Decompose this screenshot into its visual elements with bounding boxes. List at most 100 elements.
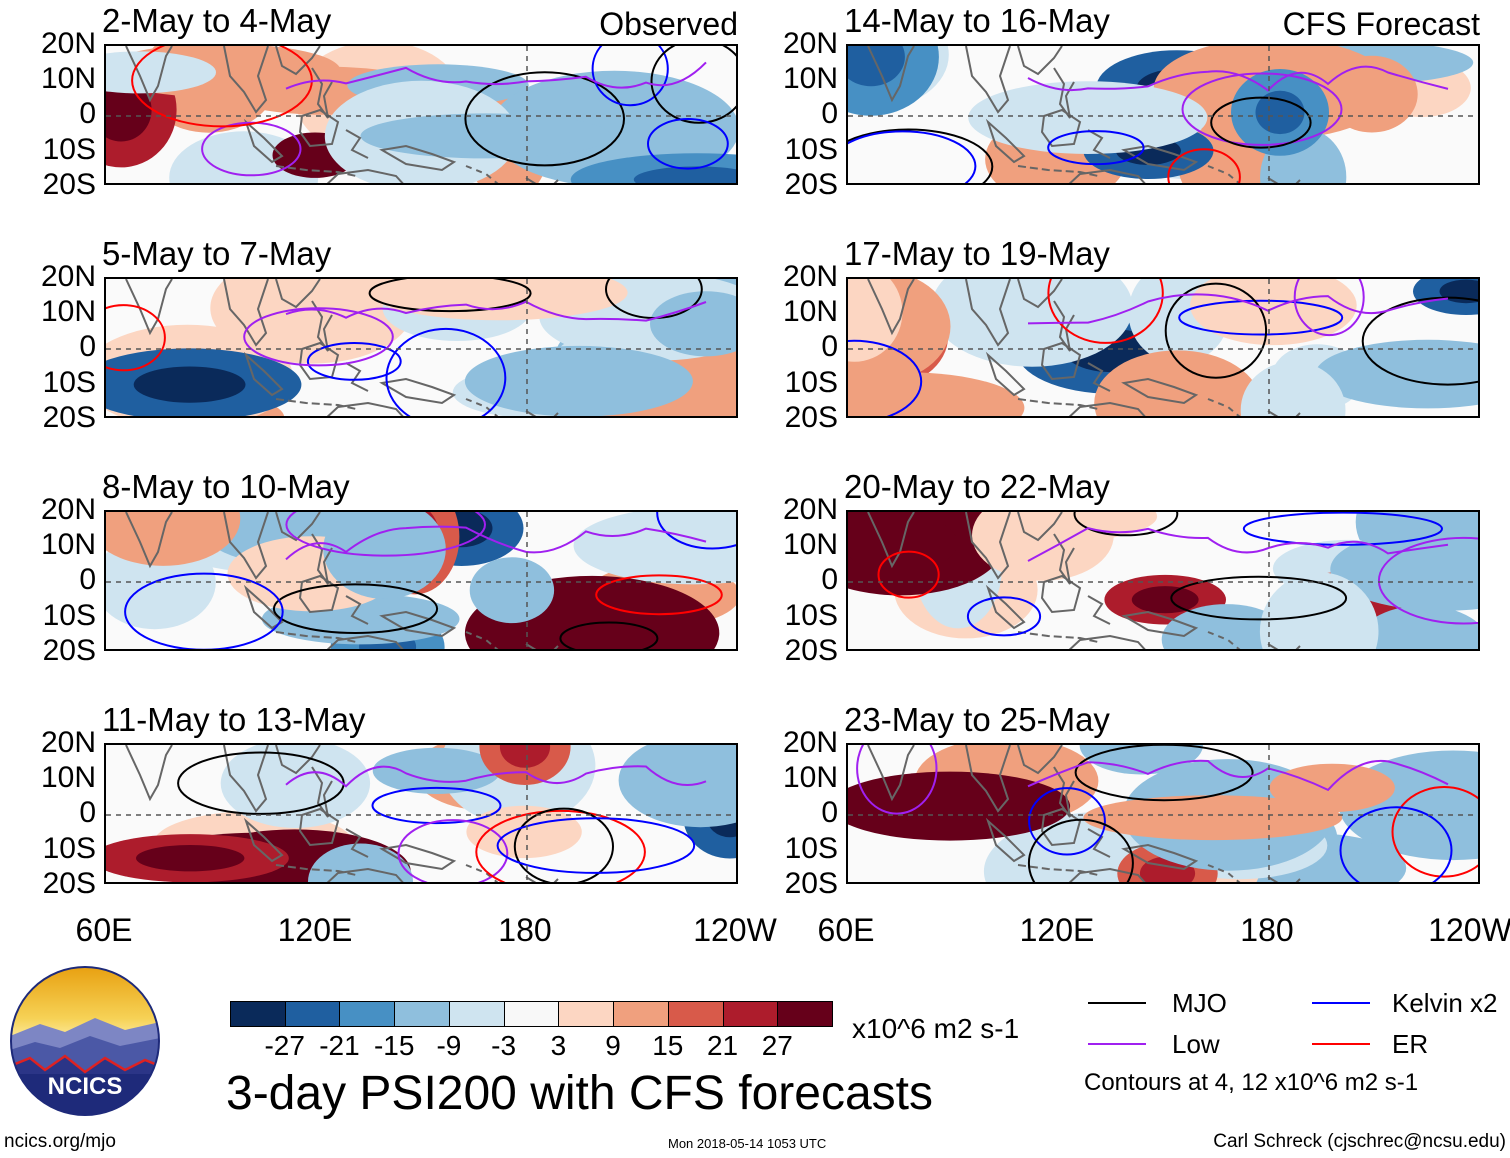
panel-title: 2-May to 4-May bbox=[102, 2, 332, 39]
lat-label: 10S bbox=[784, 599, 838, 632]
lon-label-60e: 60E bbox=[817, 912, 875, 948]
colorbar-swatch bbox=[777, 1001, 833, 1027]
lat-label: 10N bbox=[40, 528, 96, 561]
lat-label: 10N bbox=[40, 295, 96, 328]
lon-label-120w: 120W bbox=[693, 912, 777, 948]
main-title: 3-day PSI200 with CFS forecasts bbox=[226, 1067, 933, 1120]
panel-tag: CFS Forecast bbox=[1282, 6, 1480, 42]
colorbar-swatch bbox=[667, 1001, 724, 1027]
lat-label: 20N bbox=[782, 493, 838, 526]
map-panel bbox=[846, 277, 1480, 418]
lat-label: 20S bbox=[42, 634, 96, 667]
colorbar-swatch bbox=[558, 1001, 615, 1027]
colorbar-label: -27 bbox=[264, 1030, 305, 1061]
contours-note: Contours at 4, 12 x10^6 m2 s-1 bbox=[1084, 1069, 1419, 1096]
colorbar-swatch bbox=[230, 1001, 286, 1027]
colorbar-swatch bbox=[503, 1001, 560, 1027]
map-panel bbox=[104, 277, 738, 418]
lat-label: 10N bbox=[782, 62, 838, 95]
lon-label-180: 180 bbox=[1240, 912, 1294, 948]
panel-tag: Observed bbox=[599, 6, 738, 42]
lat-label: 20N bbox=[40, 726, 96, 759]
panel-title: 11-May to 13-May bbox=[102, 701, 366, 738]
legend-line-er bbox=[1312, 1043, 1370, 1045]
logo-text: NCICS bbox=[48, 1073, 123, 1100]
lat-label: 10N bbox=[782, 295, 838, 328]
lat-label: 20N bbox=[40, 27, 96, 60]
legend-line-kelvin bbox=[1312, 1002, 1370, 1004]
lat-label: 0 bbox=[821, 796, 838, 829]
lat-label: 0 bbox=[821, 97, 838, 130]
lat-label: 20N bbox=[782, 726, 838, 759]
lat-label: 20S bbox=[784, 634, 838, 667]
footer-author: Carl Schreck (cjschrec@ncsu.edu) bbox=[1213, 1131, 1506, 1152]
colorbar-label: 9 bbox=[605, 1030, 621, 1061]
panel-title: 14-May to 16-May bbox=[844, 2, 1110, 39]
colorbar-label: -15 bbox=[373, 1030, 415, 1061]
colorbar-swatch bbox=[394, 1001, 450, 1027]
lon-label-120e: 120E bbox=[1019, 912, 1095, 948]
colorbar-units: x10^6 m2 s-1 bbox=[852, 1013, 1020, 1044]
legend-line-low bbox=[1088, 1043, 1146, 1045]
colorbar-label: 27 bbox=[761, 1030, 793, 1061]
map-panel bbox=[846, 510, 1480, 651]
lat-label: 10S bbox=[42, 832, 96, 865]
legend-line-mjo bbox=[1088, 1002, 1146, 1004]
lon-label-180: 180 bbox=[498, 912, 552, 948]
legend-label-low: Low bbox=[1172, 1029, 1220, 1059]
lat-label: 0 bbox=[79, 796, 96, 829]
legend-label-kelvin: Kelvin x2 bbox=[1392, 988, 1498, 1018]
lat-label: 20N bbox=[782, 260, 838, 293]
colorbar-label: -9 bbox=[436, 1030, 462, 1061]
ncics-logo: NCICS bbox=[10, 966, 160, 1116]
map-panel bbox=[846, 44, 1480, 185]
colorbar-label: 3 bbox=[550, 1030, 567, 1061]
colorbar-label: -21 bbox=[319, 1030, 360, 1061]
panel-title: 8-May to 10-May bbox=[102, 468, 350, 505]
legend-label-mjo: MJO bbox=[1172, 988, 1227, 1018]
panel-title: 20-May to 22-May bbox=[844, 468, 1110, 505]
lat-label: 10N bbox=[40, 62, 96, 95]
lat-label: 10S bbox=[42, 599, 96, 632]
lat-label: 0 bbox=[79, 563, 96, 596]
lat-label: 10N bbox=[40, 761, 96, 794]
lat-label: 10N bbox=[782, 761, 838, 794]
lat-label: 20S bbox=[784, 867, 838, 900]
lat-label: 20N bbox=[40, 260, 96, 293]
colorbar-swatch bbox=[284, 1001, 341, 1027]
panel-title: 17-May to 19-May bbox=[844, 235, 1110, 272]
lat-label: 10N bbox=[782, 528, 838, 561]
lat-label: 20S bbox=[42, 401, 96, 434]
colorbar-swatch bbox=[613, 1001, 669, 1027]
legend-label-er: ER bbox=[1392, 1029, 1429, 1059]
map-panel bbox=[846, 743, 1480, 884]
map-panel bbox=[104, 743, 738, 884]
colorbar-label: 21 bbox=[706, 1030, 739, 1061]
colorbar-swatch bbox=[448, 1001, 505, 1027]
lat-label: 10S bbox=[784, 832, 838, 865]
lon-label-120w: 120W bbox=[1428, 912, 1510, 948]
panel-title: 5-May to 7-May bbox=[102, 235, 332, 272]
lat-label: 20S bbox=[784, 168, 838, 201]
lon-label-120e: 120E bbox=[277, 912, 353, 948]
lat-label: 0 bbox=[79, 330, 96, 363]
colorbar-swatch bbox=[722, 1001, 779, 1027]
panel-title: 23-May to 25-May bbox=[844, 701, 1110, 738]
lat-label: 20S bbox=[42, 867, 96, 900]
lat-label: 10S bbox=[784, 133, 838, 166]
colorbar-label: -3 bbox=[491, 1030, 517, 1061]
colorbar-swatch bbox=[339, 1001, 396, 1027]
footer-site-link[interactable]: ncics.org/mjo bbox=[4, 1131, 116, 1152]
footer-timestamp: Mon 2018-05-14 1053 UTC bbox=[668, 1136, 827, 1151]
lat-label: 20N bbox=[40, 493, 96, 526]
lat-label: 10S bbox=[42, 133, 96, 166]
lat-label: 0 bbox=[821, 563, 838, 596]
lat-label: 10S bbox=[42, 366, 96, 399]
lat-label: 10S bbox=[784, 366, 838, 399]
lat-label: 20S bbox=[42, 168, 96, 201]
lat-label: 20N bbox=[782, 27, 838, 60]
map-panel bbox=[104, 44, 738, 185]
lat-label: 20S bbox=[784, 401, 838, 434]
lon-label-60e: 60E bbox=[75, 912, 133, 948]
lat-label: 0 bbox=[79, 97, 96, 130]
